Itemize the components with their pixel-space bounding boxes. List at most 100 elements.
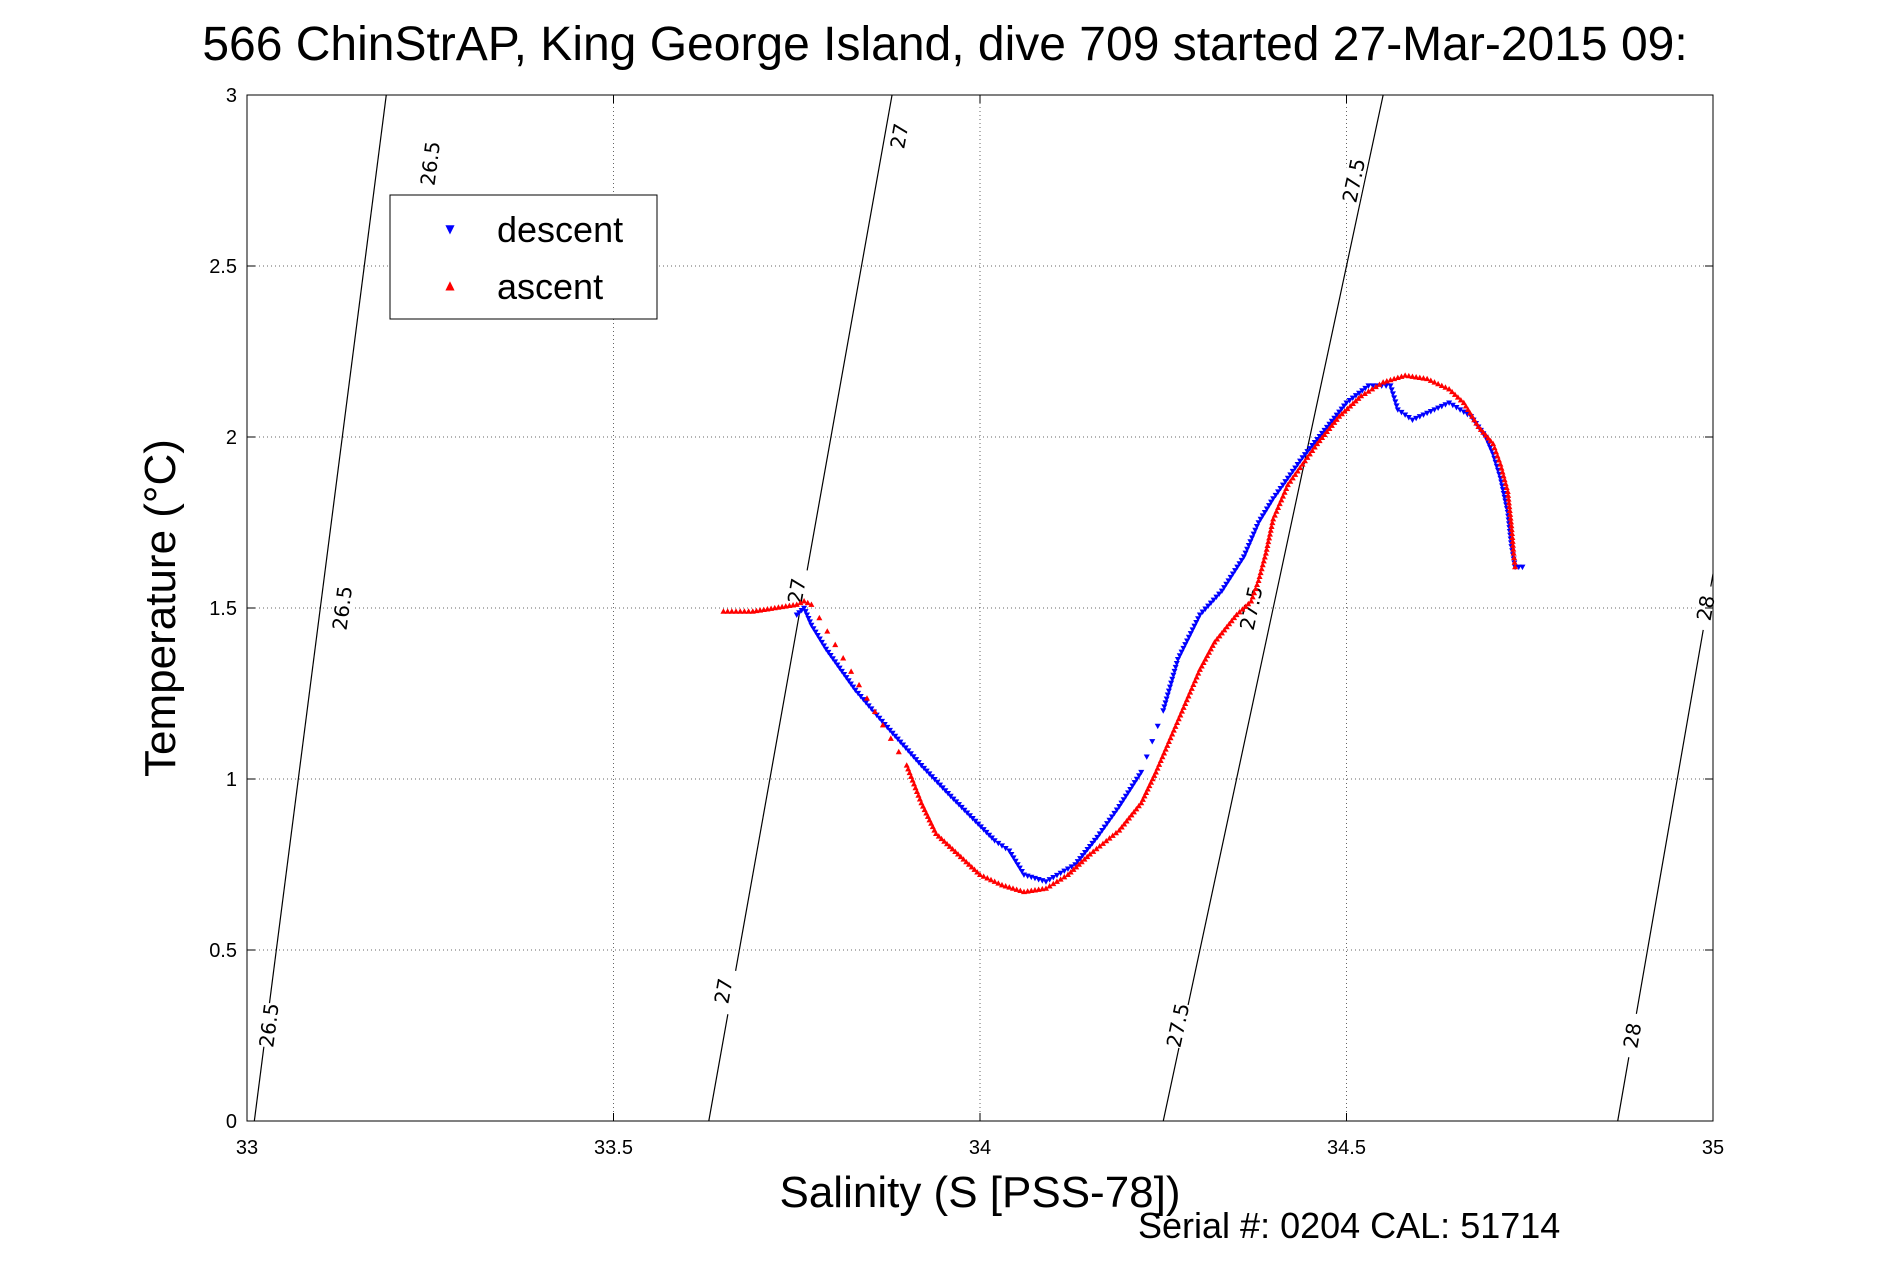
y-tick-label: 1.5 bbox=[209, 598, 237, 620]
descent-point bbox=[810, 626, 817, 632]
descent-point bbox=[1289, 468, 1296, 475]
ascent-point bbox=[1084, 853, 1091, 860]
ascent-point bbox=[1167, 734, 1174, 741]
ascent-point bbox=[1148, 779, 1155, 785]
descent-point bbox=[829, 656, 836, 662]
descent-point bbox=[1261, 509, 1268, 516]
descent-point bbox=[1136, 773, 1143, 779]
contour-label-bg bbox=[417, 140, 443, 187]
descent-point bbox=[897, 739, 904, 745]
descent-point bbox=[1257, 516, 1264, 523]
descent-point bbox=[1131, 780, 1138, 786]
ascent-point bbox=[935, 833, 942, 839]
descent-point bbox=[980, 827, 987, 833]
descent-point bbox=[900, 742, 907, 748]
descent-point bbox=[1014, 862, 1021, 868]
contour-label: 26.5 bbox=[328, 584, 357, 631]
ascent-point bbox=[1178, 708, 1185, 714]
ascent-point bbox=[1126, 815, 1133, 821]
x-tick-label: 33 bbox=[236, 1137, 258, 1159]
ascent-point bbox=[1487, 437, 1494, 444]
legend-marker-descent: ▼ bbox=[445, 222, 455, 236]
descent-point bbox=[1193, 619, 1200, 626]
ascent-point bbox=[1328, 422, 1335, 428]
descent-point bbox=[1168, 680, 1175, 687]
ascent-point bbox=[1013, 886, 1020, 892]
ascent-point bbox=[913, 788, 920, 794]
ascent-point bbox=[1336, 413, 1343, 419]
descent-point bbox=[1129, 783, 1136, 789]
descent-point bbox=[1294, 462, 1301, 468]
ascent-point bbox=[1333, 416, 1340, 422]
descent-point bbox=[857, 693, 864, 700]
descent-point bbox=[836, 665, 843, 672]
descent-point bbox=[812, 629, 819, 636]
descent-point bbox=[1362, 385, 1369, 392]
descent-point bbox=[983, 829, 990, 836]
ascent-point bbox=[1494, 453, 1501, 459]
descent-point bbox=[889, 730, 896, 737]
descent-point bbox=[1229, 571, 1236, 577]
descent-point bbox=[1236, 561, 1243, 567]
descent-point bbox=[1173, 660, 1180, 667]
descent-point bbox=[1420, 412, 1427, 418]
ascent-point bbox=[1103, 837, 1110, 844]
descent-point bbox=[796, 610, 803, 616]
descent-point bbox=[892, 733, 899, 740]
ascent-point bbox=[1209, 642, 1216, 648]
ascent-point bbox=[1427, 377, 1434, 383]
ascent-point bbox=[1510, 550, 1517, 556]
descent-point bbox=[894, 736, 901, 743]
descent-point bbox=[1282, 479, 1289, 485]
ascent-point bbox=[1301, 457, 1308, 464]
descent-point bbox=[1424, 410, 1431, 417]
descent-point bbox=[1223, 581, 1230, 588]
descent-point bbox=[1113, 807, 1120, 813]
descent-point bbox=[1213, 594, 1220, 601]
descent-point bbox=[1387, 383, 1394, 389]
descent-point bbox=[1216, 591, 1223, 598]
descent-point bbox=[1279, 482, 1286, 488]
series-ascent bbox=[720, 372, 1519, 895]
descent-point bbox=[915, 760, 922, 766]
ascent-point bbox=[824, 628, 831, 634]
descent-point bbox=[1232, 568, 1239, 574]
ascent-point bbox=[1204, 652, 1211, 659]
ascent-point bbox=[960, 856, 967, 862]
ascent-point bbox=[1262, 550, 1269, 556]
ascent-point bbox=[957, 853, 964, 860]
descent-point bbox=[793, 612, 800, 618]
ascent-point bbox=[1185, 693, 1192, 699]
ascent-point bbox=[1499, 469, 1506, 475]
descent-point bbox=[1053, 872, 1060, 879]
descent-point bbox=[1068, 864, 1075, 870]
ascent-point bbox=[1156, 761, 1163, 767]
ascent-point bbox=[1086, 851, 1093, 857]
descent-point bbox=[1180, 645, 1187, 652]
ascent-point bbox=[918, 799, 925, 806]
descent-point bbox=[1225, 578, 1232, 584]
legend: ▼ descent ▲ ascent bbox=[389, 194, 658, 320]
ascent-point bbox=[952, 848, 959, 854]
descent-point bbox=[1413, 415, 1420, 422]
ascent-point bbox=[1195, 670, 1202, 676]
descent-point bbox=[1218, 588, 1225, 595]
ascent-point bbox=[1198, 663, 1205, 669]
descent-point bbox=[1118, 800, 1125, 807]
ascent-point bbox=[1149, 775, 1156, 782]
ascent-point bbox=[1067, 869, 1074, 875]
descent-point bbox=[852, 687, 859, 694]
ascent-point bbox=[804, 599, 811, 606]
axis-ticks: 33 33.5 34 34.5 35 0 0.5 1 1.5 2 2.5 3 bbox=[209, 85, 1724, 1159]
descent-point bbox=[1311, 440, 1318, 446]
descent-point bbox=[1163, 696, 1170, 702]
descent-point bbox=[1120, 797, 1127, 803]
descent-point bbox=[855, 690, 862, 697]
ascent-point bbox=[1175, 715, 1182, 722]
ascent-point bbox=[1128, 811, 1135, 818]
legend-box bbox=[389, 194, 658, 320]
ascent-point bbox=[1248, 598, 1255, 604]
descent-point bbox=[1275, 489, 1282, 495]
ascent-point bbox=[949, 845, 956, 852]
ascent-point bbox=[912, 784, 919, 791]
